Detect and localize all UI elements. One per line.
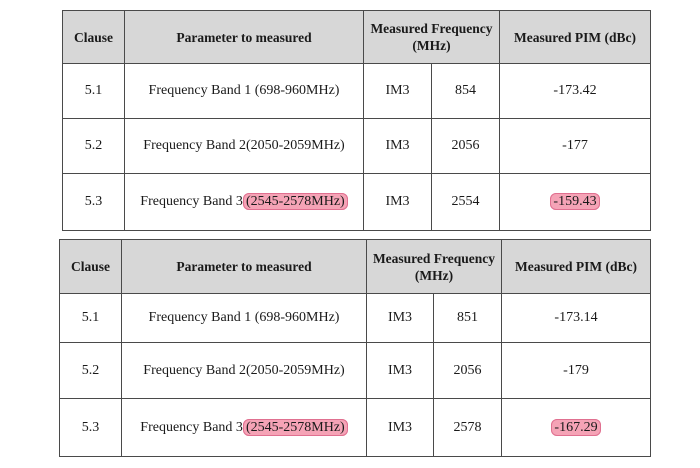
header-parameter: Parameter to measured: [124, 10, 364, 64]
parameter-text: Frequency Band 1 (698-960MHz): [148, 83, 340, 98]
table-row: 5.1 Frequency Band 1 (698-960MHz) IM3 85…: [62, 63, 651, 119]
table-header-row: Clause Parameter to measured Measured Fr…: [59, 239, 651, 294]
parameter-cell: Frequency Band 2(2050-2059MHz): [124, 118, 364, 174]
pim-cell: -173.42: [499, 63, 651, 119]
parameter-text: Frequency Band 3: [140, 419, 243, 435]
mode-cell: IM3: [363, 118, 432, 174]
header-frequency: Measured Frequency (MHz): [366, 239, 502, 294]
parameter-text: Frequency Band 2(2050-2059MHz): [143, 362, 345, 378]
mode-cell: IM3: [366, 398, 434, 457]
frequency-cell: 2056: [433, 342, 502, 399]
frequency-cell: 2578: [433, 398, 502, 457]
clause-cell: 5.1: [59, 293, 122, 343]
parameter-cell: Frequency Band 3 (2545-2578MHz): [121, 398, 367, 457]
frequency-cell: 851: [433, 293, 502, 343]
table-header-row: Clause Parameter to measured Measured Fr…: [62, 10, 651, 64]
clause-cell: 5.2: [59, 342, 122, 399]
table-row: 5.3 Frequency Band 3 (2545-2578MHz) IM3 2…: [59, 398, 651, 457]
mode-cell: IM3: [366, 342, 434, 399]
header-frequency: Measured Frequency (MHz): [363, 10, 500, 64]
pim-cell: -179: [501, 342, 651, 399]
parameter-cell: Frequency Band 1 (698-960MHz): [121, 293, 367, 343]
table-row: 5.3 Frequency Band 3 (2545-2578MHz) IM3 2…: [62, 173, 651, 231]
header-pim: Measured PIM (dBc): [499, 10, 651, 64]
frequency-cell: 854: [431, 63, 500, 119]
pim-cell: -167.29: [501, 398, 651, 457]
table-row: 5.2 Frequency Band 2(2050-2059MHz) IM3 2…: [59, 342, 651, 399]
pim-results-table-2: Clause Parameter to measured Measured Fr…: [59, 239, 651, 457]
parameter-cell: Frequency Band 1 (698-960MHz): [124, 63, 364, 119]
parameter-text: Frequency Band 2(2050-2059MHz): [143, 138, 345, 153]
header-clause: Clause: [59, 239, 122, 294]
clause-cell: 5.3: [62, 173, 125, 231]
pim-cell: -177: [499, 118, 651, 174]
highlighted-range: (2545-2578MHz): [242, 418, 348, 436]
pim-value: -173.14: [554, 310, 598, 325]
pim-value-highlighted: -159.43: [550, 193, 600, 210]
clause-cell: 5.3: [59, 398, 122, 457]
parameter-text: Frequency Band 3: [140, 194, 243, 209]
header-pim: Measured PIM (dBc): [501, 239, 651, 294]
pim-cell: -159.43: [499, 173, 651, 231]
pim-results-table-1: Clause Parameter to measured Measured Fr…: [62, 10, 651, 231]
clause-cell: 5.1: [62, 63, 125, 119]
pim-value: -177: [562, 138, 588, 153]
parameter-text: Frequency Band 1 (698-960MHz): [148, 310, 340, 325]
mode-cell: IM3: [363, 173, 432, 231]
pim-value: -173.42: [553, 83, 597, 98]
mode-cell: IM3: [366, 293, 434, 343]
table-row: 5.1 Frequency Band 1 (698-960MHz) IM3 85…: [59, 293, 651, 343]
header-clause: Clause: [62, 10, 125, 64]
parameter-cell: Frequency Band 3 (2545-2578MHz): [124, 173, 364, 231]
parameter-cell: Frequency Band 2(2050-2059MHz): [121, 342, 367, 399]
clause-cell: 5.2: [62, 118, 125, 174]
pim-value-highlighted: -167.29: [551, 418, 601, 436]
pim-cell: -173.14: [501, 293, 651, 343]
highlighted-range: (2545-2578MHz): [242, 193, 348, 210]
frequency-cell: 2554: [431, 173, 500, 231]
header-parameter: Parameter to measured: [121, 239, 367, 294]
mode-cell: IM3: [363, 63, 432, 119]
pim-value: -179: [563, 362, 589, 378]
table-row: 5.2 Frequency Band 2(2050-2059MHz) IM3 2…: [62, 118, 651, 174]
frequency-cell: 2056: [431, 118, 500, 174]
